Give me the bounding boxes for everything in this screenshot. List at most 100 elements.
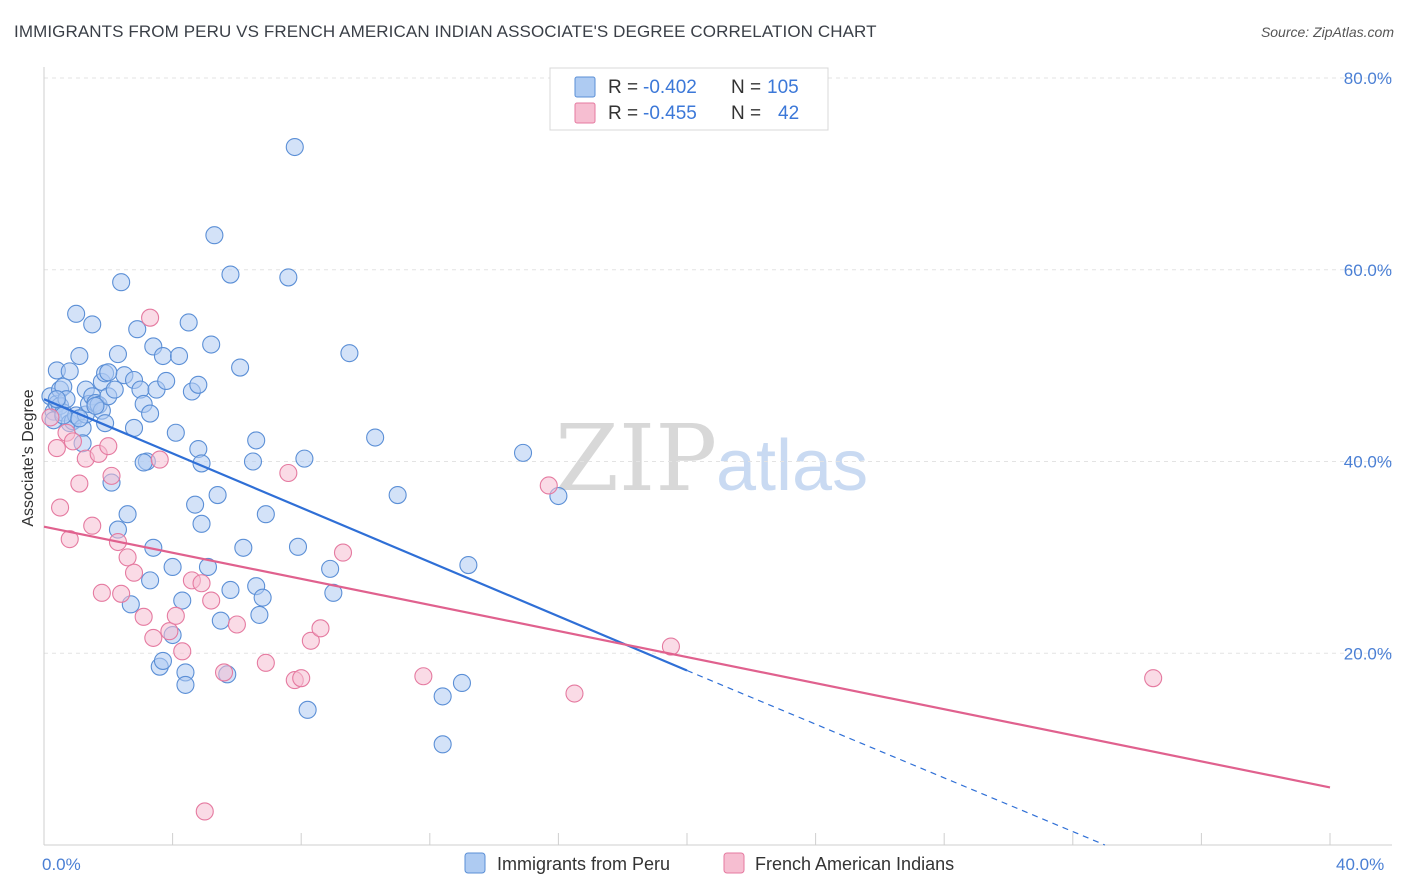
data-point [144, 628, 163, 647]
y-tick-label: 20.0% [1344, 644, 1392, 663]
watermark-atlas: atlas [716, 426, 868, 506]
trend-line-extension [686, 669, 1106, 846]
data-point [208, 486, 227, 505]
data-point [83, 516, 102, 535]
data-point [163, 557, 182, 577]
x-tick-label-max: 40.0% [1336, 855, 1384, 874]
data-point [214, 663, 234, 682]
data-point [112, 273, 131, 292]
legend-swatch-blue [574, 76, 596, 98]
trend-line [43, 398, 688, 672]
y-axis-label: Associate's Degree [20, 389, 37, 526]
data-point [513, 443, 533, 462]
bottom-legend: Immigrants from Peru French American Ind… [464, 852, 954, 874]
data-point [539, 476, 558, 495]
legend-box: R = -0.402 N = 105 R = -0.455 N = 42 [549, 67, 829, 131]
data-point [60, 362, 79, 381]
data-point [169, 346, 189, 366]
data-point [118, 548, 137, 567]
legend-r-label-blue: R = [608, 77, 638, 98]
data-point [433, 735, 452, 754]
y-tick-labels: 20.0% 40.0% 60.0% 80.0% [1344, 69, 1392, 663]
chart-title: IMMIGRANTS FROM PERU VS FRENCH AMERICAN … [14, 22, 877, 41]
y-tick-label: 40.0% [1344, 453, 1392, 472]
data-point [292, 669, 311, 688]
bottom-legend-label-peru: Immigrants from Peru [497, 854, 670, 874]
data-point [211, 611, 230, 630]
data-point [70, 474, 89, 493]
x-tick-label-min: 0.0% [42, 855, 81, 874]
data-point [247, 431, 266, 450]
data-point [202, 591, 221, 610]
data-point [60, 530, 79, 549]
data-point [105, 380, 124, 399]
data-point [205, 226, 224, 245]
data-point [153, 346, 173, 366]
bottom-legend-swatch-french [723, 852, 745, 874]
watermark-zip: ZIP [555, 405, 717, 512]
data-point [134, 607, 153, 626]
data-point [41, 408, 60, 427]
data-point [112, 584, 131, 603]
data-point [221, 580, 240, 600]
data-point [198, 557, 218, 577]
data-point [166, 606, 185, 625]
x-tick-marks [172, 833, 1331, 845]
data-point [92, 583, 111, 602]
data-point [186, 495, 205, 514]
data-point [157, 371, 176, 391]
data-point [179, 313, 198, 332]
data-point [250, 605, 269, 624]
legend-n-value-blue: 105 [767, 77, 799, 98]
data-point [221, 265, 240, 284]
data-point [128, 320, 147, 339]
legend-n-label-blue: N = [731, 77, 761, 98]
data-point [63, 432, 82, 451]
trend-lines [43, 398, 1331, 846]
data-point [99, 363, 118, 382]
data-point [173, 591, 192, 610]
source-label: Source: ZipAtlas.com [1260, 24, 1394, 40]
bottom-legend-label-french: French American Indians [755, 854, 954, 874]
data-point [86, 396, 105, 415]
legend-swatch-pink [574, 102, 596, 124]
data-point [166, 423, 185, 442]
data-point [279, 463, 298, 483]
data-point [388, 486, 407, 505]
data-point [102, 466, 121, 485]
data-point [459, 555, 478, 575]
data-point [433, 687, 452, 706]
data-point [333, 543, 353, 562]
trend-line [43, 525, 1331, 789]
data-point [288, 537, 308, 556]
data-point [70, 346, 89, 366]
data-point [173, 642, 192, 661]
data-point [661, 637, 680, 656]
data-point [321, 559, 340, 578]
series-peru-points [41, 137, 568, 754]
data-point [176, 675, 195, 694]
data-point [192, 514, 211, 533]
data-point [256, 505, 275, 524]
data-point [279, 268, 298, 287]
grid-lines [44, 77, 1392, 654]
legend-r-value-blue: -0.402 [643, 77, 697, 98]
data-point [141, 308, 160, 327]
data-point [153, 651, 173, 670]
data-point [118, 505, 137, 524]
data-point [452, 673, 472, 693]
data-point [340, 344, 359, 363]
data-point [366, 428, 385, 447]
data-point [67, 304, 86, 323]
data-point [311, 619, 330, 638]
data-point [298, 700, 317, 719]
legend-r-label-pink: R = [608, 103, 638, 124]
data-point [83, 315, 102, 334]
data-point [150, 450, 169, 469]
data-point [565, 684, 584, 703]
y-tick-label: 60.0% [1344, 261, 1392, 280]
data-point [195, 802, 214, 821]
data-point [124, 563, 144, 582]
data-point [256, 653, 275, 672]
